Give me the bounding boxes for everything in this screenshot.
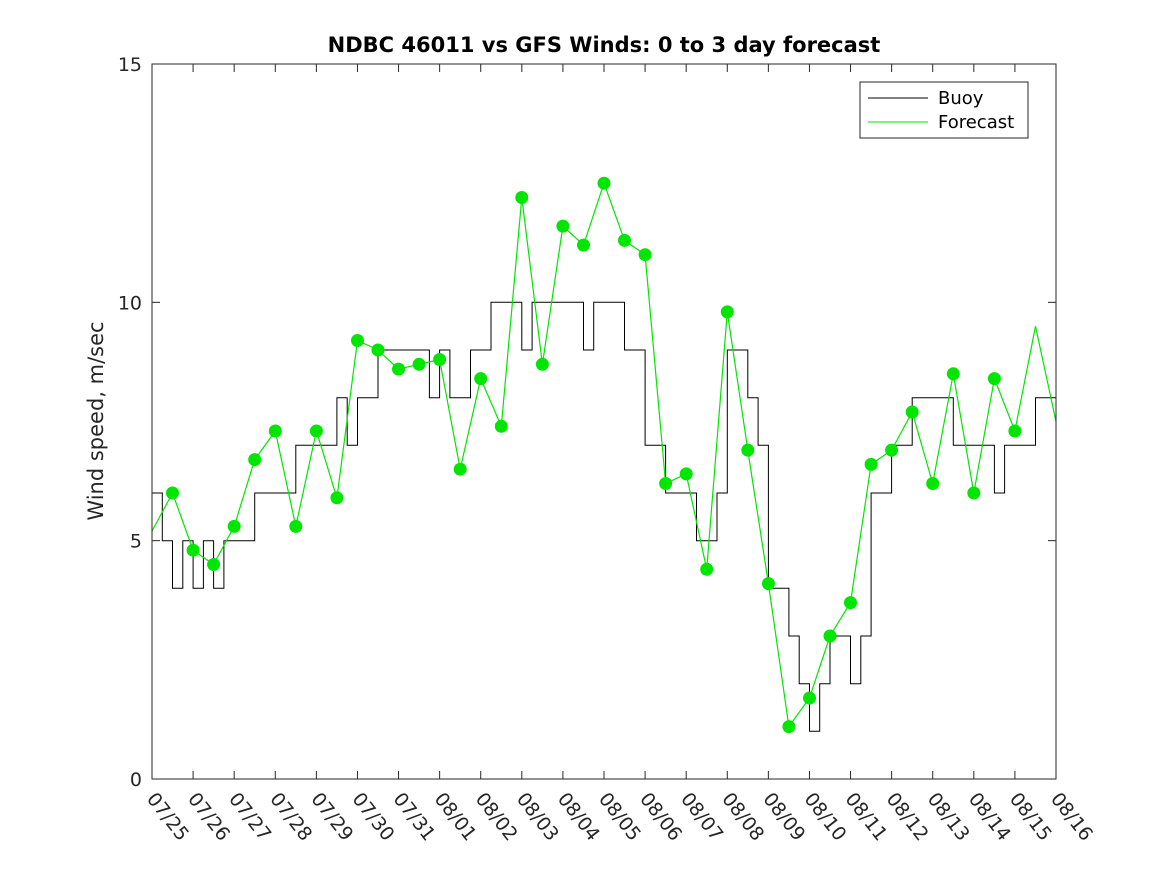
forecast-marker-layer — [166, 176, 1022, 734]
forecast-marker — [967, 486, 981, 500]
forecast-marker — [330, 491, 344, 505]
forecast-marker — [864, 457, 878, 471]
forecast-marker — [577, 238, 590, 252]
y-tick-label: 5 — [130, 531, 142, 553]
forecast-marker — [227, 519, 241, 533]
forecast-marker — [700, 562, 714, 576]
forecast-marker — [885, 443, 899, 457]
forecast-marker — [905, 405, 919, 419]
legend-forecast-label: Forecast — [938, 112, 1014, 133]
forecast-marker — [186, 543, 200, 557]
legend: Buoy Forecast — [859, 81, 1029, 139]
forecast-marker — [638, 248, 652, 262]
y-axis-label: Wind speed, m/sec — [84, 321, 108, 520]
forecast-marker — [556, 219, 570, 233]
chart-title: NDBC 46011 vs GFS Winds: 0 to 3 day fore… — [328, 33, 881, 57]
y-tick-label: 15 — [118, 54, 142, 76]
forecast-marker — [761, 577, 775, 591]
y-axis: 0 5 10 15 — [118, 54, 1056, 791]
legend-box — [859, 81, 1029, 139]
forecast-marker — [268, 424, 282, 438]
forecast-marker — [433, 353, 447, 366]
forecast-marker — [823, 629, 837, 643]
forecast-marker — [494, 419, 508, 433]
forecast-marker — [515, 191, 529, 204]
forecast-marker — [741, 443, 755, 457]
forecast-marker — [1008, 424, 1022, 438]
forecast-marker — [166, 486, 179, 500]
forecast-marker — [659, 477, 673, 490]
forecast-marker — [987, 372, 1001, 386]
forecast-marker — [535, 357, 549, 371]
forecast-marker — [474, 372, 488, 386]
y-tick-label: 10 — [118, 292, 142, 314]
y-tick-label: 0 — [130, 769, 142, 791]
forecast-marker — [720, 305, 734, 319]
forecast-marker — [289, 519, 303, 533]
forecast-marker — [248, 453, 262, 467]
forecast-marker — [453, 462, 467, 476]
forecast-marker — [782, 720, 796, 734]
forecast-marker — [351, 334, 364, 347]
plot-area — [152, 64, 1056, 779]
buoy-series-line — [152, 301, 1057, 732]
forecast-marker — [207, 558, 221, 571]
forecast-marker — [392, 362, 405, 376]
forecast-marker — [946, 367, 960, 381]
forecast-marker — [844, 596, 857, 610]
forecast-marker — [412, 357, 426, 371]
forecast-marker — [597, 176, 611, 190]
forecast-marker — [309, 424, 323, 438]
buoy-series-layer — [152, 301, 1057, 732]
forecast-marker — [371, 343, 385, 357]
forecast-marker — [618, 233, 631, 247]
forecast-marker — [926, 477, 940, 490]
legend-buoy-label: Buoy — [938, 88, 984, 109]
forecast-marker — [679, 467, 693, 481]
forecast-marker — [803, 691, 816, 705]
